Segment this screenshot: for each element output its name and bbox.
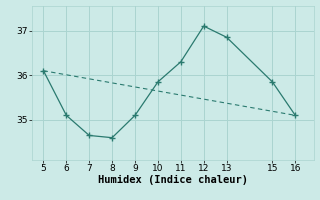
X-axis label: Humidex (Indice chaleur): Humidex (Indice chaleur) [98, 175, 248, 185]
